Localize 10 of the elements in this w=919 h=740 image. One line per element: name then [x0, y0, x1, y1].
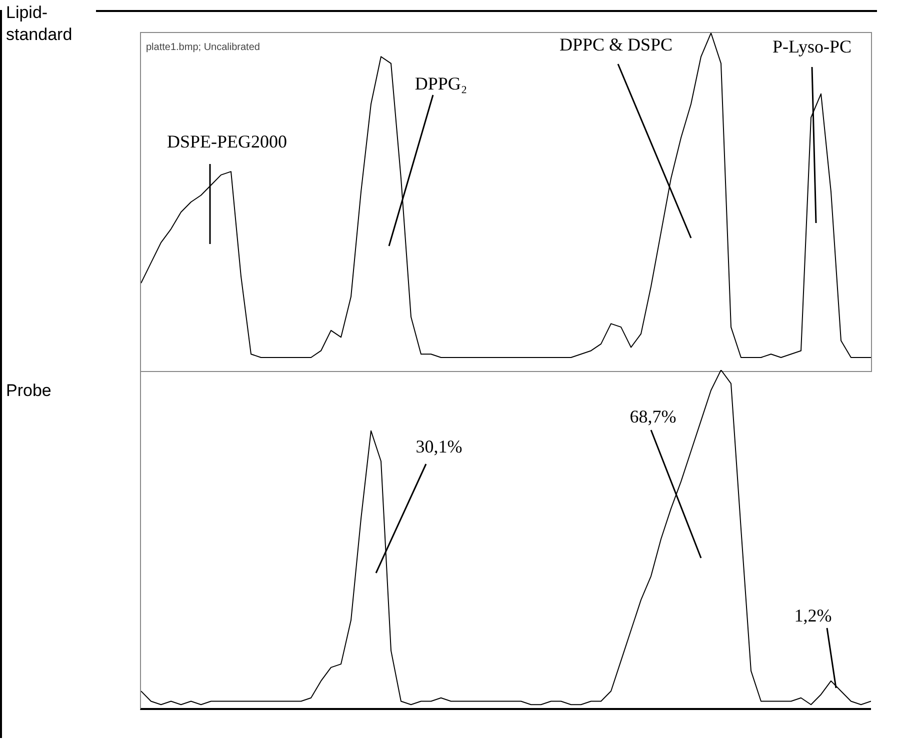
chart-title: Lipid-standard: [6, 2, 74, 46]
annotation: P-Lyso-PC: [772, 36, 852, 57]
annotation: DPPC & DSPC: [559, 34, 673, 55]
annotation: platte1.bmp; Uncalibrated: [146, 42, 260, 53]
text: Probe: [6, 380, 52, 402]
annotation: DSPE-PEG2000: [166, 132, 288, 152]
annotation: DPPG₂: [414, 74, 468, 94]
annotation: 68,7%: [630, 406, 676, 427]
annotation: 30,1%: [416, 436, 462, 457]
annotation: 1,2%: [794, 606, 832, 626]
